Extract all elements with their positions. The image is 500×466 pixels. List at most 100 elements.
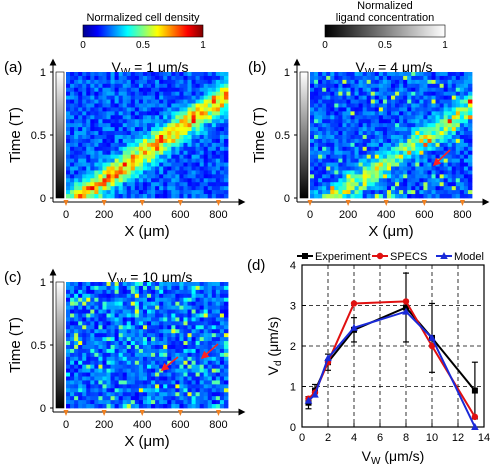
heatmap-cell — [427, 146, 432, 152]
heatmap-cell — [203, 131, 209, 136]
heatmap-cell — [163, 135, 168, 140]
heatmap-cell — [439, 91, 445, 97]
heatmap-cell — [151, 178, 156, 183]
heatmap-cell — [435, 72, 440, 77]
heatmap-cell — [451, 154, 457, 160]
heatmap-cell — [459, 72, 465, 77]
heatmap-cell — [455, 131, 461, 136]
heatmap-cell — [431, 178, 436, 183]
heatmap-cell — [142, 72, 148, 77]
heatmap-cell — [211, 162, 217, 167]
heatmap-cell — [334, 103, 339, 108]
heatmap-cell — [346, 103, 351, 108]
heatmap-cell — [70, 91, 75, 97]
heatmap-cell — [386, 162, 392, 167]
heatmap-cell — [122, 289, 128, 295]
heatmap-cell — [207, 170, 213, 175]
heatmap-cell — [163, 376, 168, 381]
heatmap-cell — [183, 282, 188, 287]
heatmap-cell — [122, 87, 128, 93]
heatmap-cell — [106, 111, 111, 116]
heatmap-cell — [467, 127, 473, 132]
heatmap-cell — [195, 186, 201, 191]
heatmap-cell — [70, 301, 75, 307]
heatmap-cell — [98, 341, 103, 346]
heatmap-cell — [338, 95, 343, 100]
heatmap-cell — [74, 182, 79, 187]
heatmap-cell — [342, 123, 347, 128]
heatmap-cell — [78, 142, 83, 148]
x-tick-marker — [215, 410, 221, 416]
heatmap-cell — [183, 388, 188, 393]
heatmap-cell — [411, 186, 416, 191]
heatmap-cell — [342, 83, 347, 89]
heatmap-cell — [411, 83, 416, 89]
heatmap-cell — [203, 360, 209, 366]
heatmap-cell — [175, 388, 180, 393]
heatmap-cell — [318, 123, 323, 128]
heatmap-cell — [98, 388, 103, 393]
heatmap-cell — [207, 301, 213, 307]
heatmap-cell — [126, 135, 132, 140]
heatmap-cell — [138, 123, 144, 128]
heatmap-cell — [191, 333, 196, 338]
heatmap-cell — [338, 142, 343, 148]
heatmap-cell — [78, 329, 83, 334]
heatmap-cell — [350, 79, 355, 85]
heatmap-cell — [175, 376, 180, 381]
heatmap-cell — [134, 317, 140, 322]
heatmap-cell — [427, 135, 432, 140]
heatmap-cell — [443, 103, 449, 108]
heatmap-cell — [74, 166, 79, 171]
heatmap-cell — [66, 190, 71, 195]
heatmap-cell — [126, 79, 132, 85]
heatmap-cell — [147, 305, 152, 310]
heatmap-cell — [155, 293, 160, 299]
heatmap-cell — [195, 154, 201, 160]
heatmap-cell — [447, 115, 453, 120]
heatmap-cell — [354, 79, 359, 85]
heatmap-cell — [223, 388, 229, 393]
heatmap-cell — [419, 154, 424, 160]
heatmap-cell — [151, 158, 156, 163]
heatmap-cell — [199, 293, 205, 299]
heatmap-cell — [82, 150, 87, 156]
heatmap-cell — [138, 360, 144, 366]
heatmap-cell — [435, 123, 440, 128]
heatmap-cell — [94, 404, 99, 409]
heatmap-cell — [443, 186, 449, 191]
heatmap-cell — [142, 186, 148, 191]
heatmap-cell — [223, 127, 229, 132]
heatmap-cell — [187, 178, 192, 183]
heatmap-cell — [467, 190, 473, 195]
heatmap-cell — [74, 99, 79, 104]
heatmap-cell — [366, 146, 372, 152]
heatmap-cell — [459, 135, 465, 140]
heatmap-cell — [147, 337, 152, 342]
heatmap-cell — [207, 182, 213, 187]
heatmap-cell — [179, 396, 184, 401]
heatmap-cell — [191, 178, 196, 183]
heatmap-cell — [118, 146, 124, 152]
heatmap-cell — [223, 400, 229, 405]
heatmap-cell — [310, 174, 315, 179]
heatmap-cell — [195, 364, 201, 370]
heatmap-cell — [219, 392, 225, 397]
heatmap-cell — [342, 107, 347, 112]
heatmap-cell — [86, 301, 91, 307]
heatmap-cell — [203, 337, 209, 342]
heatmap-cell — [130, 166, 136, 171]
heatmap-cell — [130, 368, 136, 373]
heatmap-cell — [219, 182, 225, 187]
heatmap-cell — [350, 142, 355, 148]
ligand-colorbar-label-2: ligand concentration — [336, 12, 434, 24]
heatmap-cell — [195, 325, 201, 330]
heatmap-cell — [366, 166, 372, 171]
heatmap-cell — [122, 285, 128, 291]
heatmap-cell — [138, 166, 144, 171]
heatmap-cell — [459, 131, 465, 136]
heatmap-cell — [451, 158, 457, 163]
heatmap-cell — [118, 83, 124, 89]
heatmap-cell — [155, 186, 160, 191]
heatmap-cell — [467, 135, 473, 140]
